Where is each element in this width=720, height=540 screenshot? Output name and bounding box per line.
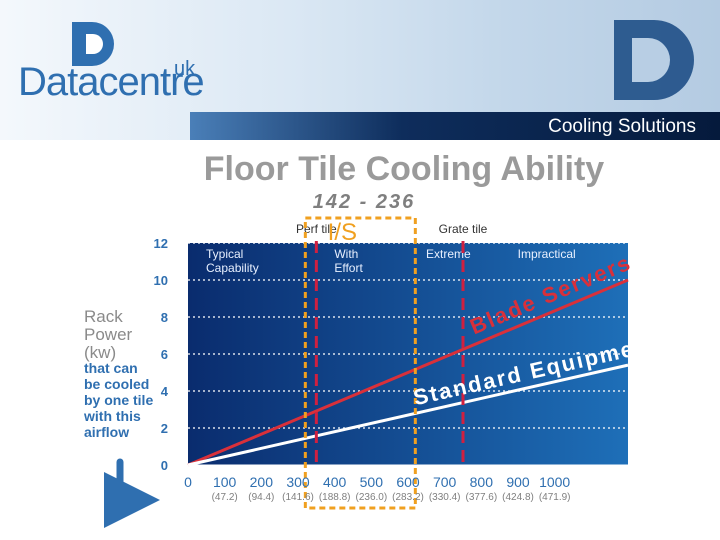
region-label: Impractical xyxy=(518,247,576,261)
blade-servers-line xyxy=(187,278,629,467)
region-label: Extreme xyxy=(426,247,471,261)
region-labels: Typical Capability With Effort Extreme Imprac… xyxy=(206,247,576,275)
region-label: Typical Capability xyxy=(206,247,259,275)
region-label-line: Typical xyxy=(206,247,243,261)
y-tick-label: 12 xyxy=(154,236,168,251)
x-secondary-tick-label: (47.2) xyxy=(212,492,238,503)
x-secondary-tick-label: (330.4) xyxy=(429,492,461,503)
section-banner: Cooling Solutions xyxy=(190,112,720,140)
x-secondary-tick-label: (188.8) xyxy=(319,492,351,503)
is-label: I/S xyxy=(328,219,357,246)
x-tick-label: 200 xyxy=(250,474,274,490)
x-tick-label: 100 xyxy=(213,474,237,490)
brand-suffix: uk xyxy=(174,58,196,80)
grid-lines xyxy=(188,242,628,466)
x-secondary-tick-label: (141.6) xyxy=(282,492,314,503)
brand-name: Datacentre xyxy=(18,60,205,104)
x-secondary-tick-label: (424.8) xyxy=(502,492,534,503)
datacentre-logo-icon xyxy=(72,22,114,66)
x-secondary-tick-label: (283.2) xyxy=(392,492,424,503)
x-secondary-tick-labels: (47.2) (94.4) (141.6) (188.8) (236.0) (283.2)… xyxy=(212,492,571,503)
x-tick-label: 800 xyxy=(470,474,494,490)
y-axis-note-line: with this xyxy=(83,408,141,424)
region-label-line: Capability xyxy=(206,261,259,275)
floor-tile-chart: Floor Tile Cooling Ability 142 - 236 Typ… xyxy=(83,150,661,528)
x-secondary-tick-label: (236.0) xyxy=(355,492,387,503)
y-axis-label-line: Rack xyxy=(84,307,123,326)
region-label-line: Extreme xyxy=(426,247,471,261)
standard-equipment-line xyxy=(187,363,629,467)
is-highlight-box xyxy=(303,216,417,510)
y-tick-label: 0 xyxy=(161,458,168,473)
x-secondary-tick-label: (471.9) xyxy=(539,492,571,503)
x-tick-label: 700 xyxy=(433,474,457,490)
y-tick-label: 6 xyxy=(161,347,168,362)
x-tick-label: 500 xyxy=(360,474,384,490)
x-tick-label: 0 xyxy=(184,474,192,490)
header: Datacentre uk Cooling Solutions xyxy=(0,0,720,140)
region-label-line: With xyxy=(334,247,358,261)
y-tick-label: 8 xyxy=(161,310,168,325)
datacentre-decor-icon xyxy=(614,20,694,100)
chart-title: Floor Tile Cooling Ability xyxy=(204,150,605,188)
banner-title: Cooling Solutions xyxy=(548,116,696,137)
x-tick-label: 1000 xyxy=(539,474,570,490)
region-label-line: Effort xyxy=(334,261,363,275)
y-axis-note-line: airflow xyxy=(84,424,129,440)
x-tick-labels: 0 100 200 300 400 500 600 700 800 900 1000 xyxy=(184,474,570,490)
x-tick-label: 900 xyxy=(506,474,530,490)
region-label-line: Impractical xyxy=(518,247,576,261)
region-label: With Effort xyxy=(334,247,363,275)
y-tick-label: 10 xyxy=(154,273,168,288)
y-tick-labels: 0 2 4 6 8 10 12 xyxy=(154,236,169,473)
y-axis-note-line: by one tile xyxy=(84,392,153,408)
x-tick-label: 600 xyxy=(396,474,420,490)
y-axis-label-line: Power xyxy=(84,325,133,344)
x-tick-label: 300 xyxy=(286,474,310,490)
y-axis-note-line: be cooled xyxy=(84,376,149,392)
y-tick-label: 4 xyxy=(161,384,169,399)
x-secondary-tick-label: (377.6) xyxy=(465,492,497,503)
y-tick-label: 2 xyxy=(161,421,168,436)
series-lines xyxy=(187,278,629,467)
range-label: 142 - 236 xyxy=(313,191,416,213)
y-axis-label-line: (kw) xyxy=(84,343,116,362)
x-secondary-tick-label: (94.4) xyxy=(248,492,274,503)
arrow-icon xyxy=(104,458,160,528)
x-tick-label: 400 xyxy=(323,474,347,490)
y-axis-note-line: that can xyxy=(84,360,138,376)
marker-label: Grate tile xyxy=(439,222,488,236)
